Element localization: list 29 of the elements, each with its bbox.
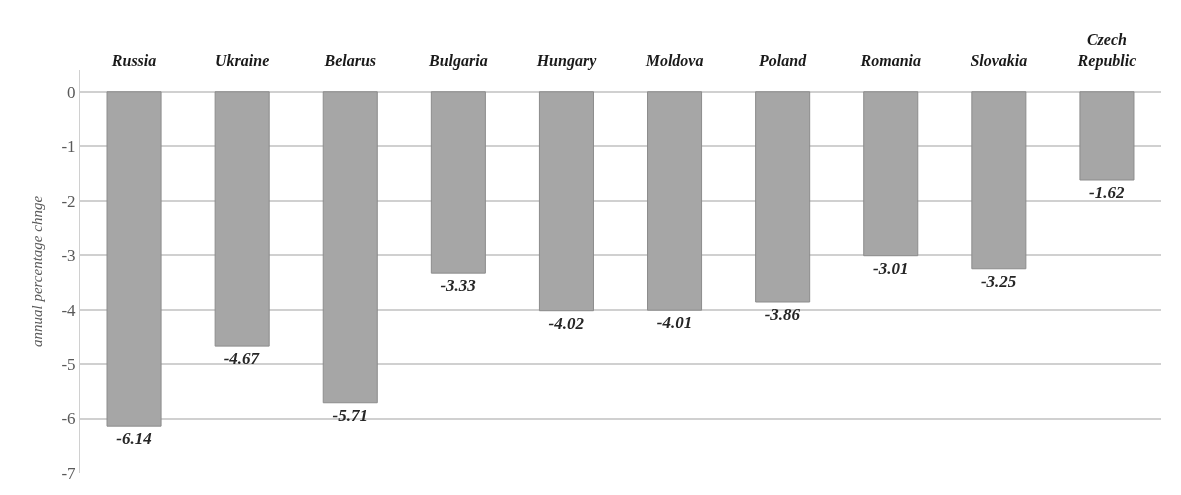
x-tick-label: Hungary xyxy=(535,51,598,70)
data-label: -1.62 xyxy=(1088,183,1125,203)
x-tick-label: Bulgaria xyxy=(428,51,488,70)
data-label: -4.01 xyxy=(656,313,693,333)
data-label: -3.25 xyxy=(980,271,1017,291)
x-tick-label: Slovakia xyxy=(970,51,1028,69)
data-label: -5.71 xyxy=(332,405,368,425)
y-tick-label: -4 xyxy=(61,300,77,320)
x-tick-label: Russia xyxy=(110,51,157,69)
x-tick-label: Belarus xyxy=(323,51,377,69)
x-tick-label: Czech Republic xyxy=(1076,31,1137,70)
y-tick-label: -3 xyxy=(61,246,76,266)
y-tick-label: -1 xyxy=(61,137,76,157)
y-tick-label: -6 xyxy=(61,409,76,429)
x-tick-label: Romania xyxy=(859,51,921,69)
y-axis-title: annual percentage chnge xyxy=(28,195,45,348)
data-label: -3.86 xyxy=(764,305,801,324)
y-tick-label: -5 xyxy=(61,355,76,375)
data-label: -4.02 xyxy=(548,313,585,333)
y-tick-label: 0 xyxy=(67,82,76,102)
data-label: -3.01 xyxy=(873,258,909,278)
y-tick-label: -7 xyxy=(61,463,77,483)
x-tick-label: Moldova xyxy=(644,51,704,69)
x-tick-label: Ukraine xyxy=(215,51,270,69)
x-tick-label: Poland xyxy=(758,51,808,69)
y-tick-label: -2 xyxy=(61,191,76,211)
data-label: -3.33 xyxy=(440,276,477,296)
data-label: -4.67 xyxy=(223,349,261,369)
data-label: -6.14 xyxy=(116,429,152,449)
